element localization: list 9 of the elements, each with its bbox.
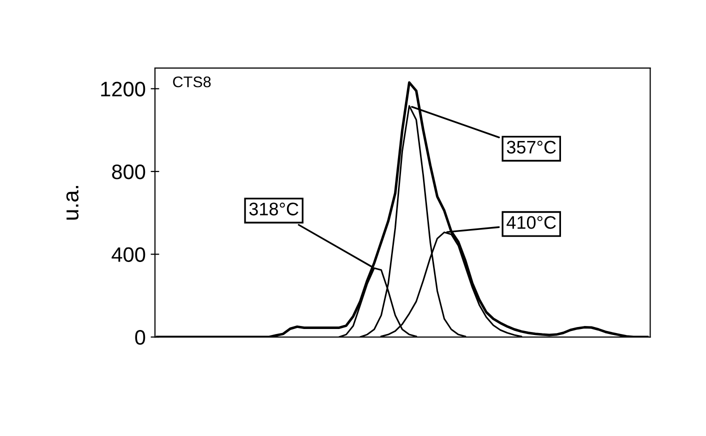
chart-title: CTS8 — [173, 76, 211, 88]
y-tick-label: 0 — [135, 330, 146, 345]
y-axis-title: u.a. — [66, 186, 79, 220]
annotation: 357°C — [506, 140, 556, 154]
annotation: 318°C — [249, 202, 298, 216]
y-tick-label: 800 — [112, 164, 146, 180]
y-tick-label: 400 — [112, 247, 146, 262]
annotation: 410°C — [506, 216, 556, 229]
y-tick-label: 1200 — [101, 82, 146, 96]
